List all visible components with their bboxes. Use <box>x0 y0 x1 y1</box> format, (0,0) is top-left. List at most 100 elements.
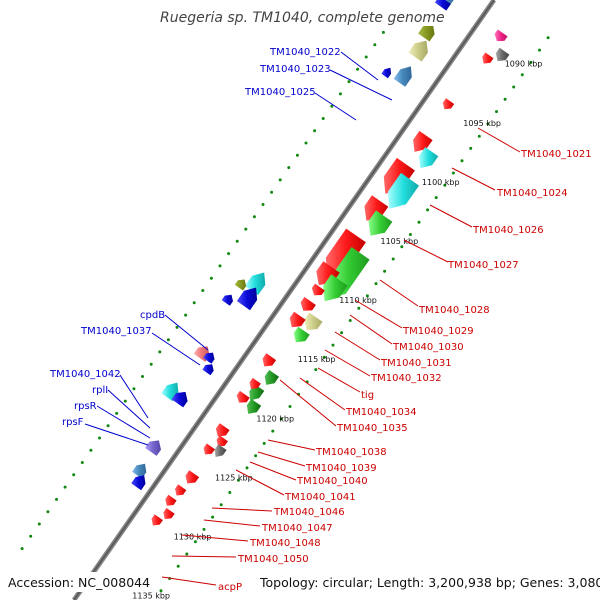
gene-arrow-green[interactable] <box>323 274 348 302</box>
gene-label-tm1040-1028[interactable]: TM1040_1028 <box>418 305 490 316</box>
gene-label-tm1040-1023[interactable]: TM1040_1023 <box>259 64 331 75</box>
ruler-dot <box>443 183 447 187</box>
gene-label-tm1040-1048[interactable]: TM1040_1048 <box>249 538 321 549</box>
leader-line <box>84 423 149 446</box>
leader-line <box>379 279 419 307</box>
ruler-dot <box>201 289 205 292</box>
ruler-dot <box>529 60 533 64</box>
gene-label-tm1040-1035[interactable]: TM1040_1035 <box>336 423 408 434</box>
gene-arrow-red[interactable] <box>165 494 177 506</box>
leader-line <box>96 405 151 439</box>
ruler-dot <box>546 36 550 40</box>
leader-line <box>314 92 357 121</box>
ruler-dot <box>235 239 239 243</box>
gene-label-tm1040-1022[interactable]: TM1040_1022 <box>269 47 341 58</box>
gene-label-tm1040-1050[interactable]: TM1040_1050 <box>237 554 309 565</box>
gene-label-tm1040-1047[interactable]: TM1040_1047 <box>261 523 333 534</box>
gene-arrow-red[interactable] <box>300 297 316 311</box>
gene-arrow-violet[interactable] <box>145 440 161 456</box>
gene-arrow-olive[interactable] <box>234 279 247 291</box>
gene-arrow-darkgreen[interactable] <box>246 399 262 414</box>
gene-label-tm1040-1030[interactable]: TM1040_1030 <box>392 342 464 353</box>
ruler-dot <box>123 399 127 403</box>
gene-arrow-red[interactable] <box>185 470 200 484</box>
gene-label-tm1040-1031[interactable]: TM1040_1031 <box>380 358 452 369</box>
gene-arrow-cyan[interactable] <box>387 172 419 209</box>
gene-label-cpdb[interactable]: cpdB <box>140 310 165 321</box>
leader-line <box>164 314 209 351</box>
gene-label-tm1040-1040[interactable]: TM1040_1040 <box>296 476 368 487</box>
gene-label-acpp[interactable]: acpP <box>218 582 242 593</box>
gene-arrow-red[interactable] <box>249 377 261 389</box>
ruler-dot <box>373 43 377 47</box>
gene-label-rpsf[interactable]: rpsF <box>62 417 84 428</box>
gene-arrow-gray[interactable] <box>214 444 227 457</box>
gene-label-tm1040-1029[interactable]: TM1040_1029 <box>402 326 474 337</box>
gene-label-tm1040-1038[interactable]: TM1040_1038 <box>315 447 387 458</box>
ruler-dot <box>314 368 318 372</box>
gene-arrow-darkgreen[interactable] <box>264 370 279 385</box>
gene-label-tm1040-1046[interactable]: TM1040_1046 <box>273 507 345 518</box>
gene-arrow-tan[interactable] <box>408 40 428 62</box>
ruler-dot <box>381 30 385 34</box>
gene-arrow-steel[interactable] <box>393 66 412 87</box>
leader-line <box>349 314 393 345</box>
ruler-dot <box>383 269 387 273</box>
gene-arrow-steel[interactable] <box>439 0 455 4</box>
gene-arrow-tan[interactable] <box>304 312 323 331</box>
gene-arrow-blue[interactable] <box>171 391 188 408</box>
gene-arrow-blue[interactable] <box>236 287 258 311</box>
gene-arrow-red[interactable] <box>482 52 494 64</box>
gene-arrow-red[interactable] <box>311 283 325 296</box>
gene-label-tm1040-1026[interactable]: TM1040_1026 <box>472 225 544 236</box>
ruler-dot <box>158 350 162 354</box>
gene-label-tm1040-1041[interactable]: TM1040_1041 <box>284 492 356 503</box>
gene-arrow-blue[interactable] <box>381 67 392 79</box>
gene-arrow-red[interactable] <box>289 311 306 328</box>
gene-arrow-red[interactable] <box>215 423 230 437</box>
gene-label-tm1040-1021[interactable]: TM1040_1021 <box>520 149 592 160</box>
ruler-dot <box>347 80 351 84</box>
gene-label-tm1040-1024[interactable]: TM1040_1024 <box>496 188 568 199</box>
gene-label-tm1040-1034[interactable]: TM1040_1034 <box>345 407 417 418</box>
gene-arrow-magenta[interactable] <box>494 29 508 42</box>
gene-arrow-red[interactable] <box>236 390 250 403</box>
gene-arrow-gray[interactable] <box>495 47 510 62</box>
gene-arrow-olive[interactable] <box>418 24 435 42</box>
gene-label-tm1040-1032[interactable]: TM1040_1032 <box>370 373 442 384</box>
gene-arrow-red[interactable] <box>203 443 215 455</box>
gene-label-tm1040-1025[interactable]: TM1040_1025 <box>244 87 316 98</box>
gene-arrow-red[interactable] <box>151 514 163 526</box>
gene-label-tm1040-1039[interactable]: TM1040_1039 <box>305 463 377 474</box>
gene-arrow-blue[interactable] <box>434 0 451 11</box>
gene-label-tm1040-1027[interactable]: TM1040_1027 <box>447 260 519 271</box>
gene-arrow-blue[interactable] <box>221 294 233 306</box>
gene-arrow-red[interactable] <box>413 130 433 152</box>
ruler-dot <box>270 190 274 194</box>
gene-label-tig[interactable]: tig <box>361 390 374 401</box>
gene-arrow-blue[interactable] <box>131 475 146 491</box>
gene-arrow-blue[interactable] <box>203 352 215 364</box>
ruler-tick-label: 1100 kbp <box>422 178 460 187</box>
gene-arrow-cyan[interactable] <box>418 147 439 169</box>
gene-arrow-steel[interactable] <box>132 463 147 479</box>
gene-arrow-red[interactable] <box>364 195 389 221</box>
gene-arrow-red[interactable] <box>163 508 175 520</box>
ruler-dot <box>417 220 421 224</box>
gene-arrow-blue[interactable] <box>202 364 214 376</box>
gene-label-rpsr[interactable]: rpsR <box>74 401 97 412</box>
gene-arrow-red[interactable] <box>216 435 228 447</box>
ruler-dot <box>512 85 516 89</box>
gene-arrow-green[interactable] <box>293 326 310 343</box>
ruler-dot <box>331 343 335 347</box>
gene-arrow-red[interactable] <box>442 98 455 110</box>
ruler-dot <box>365 294 369 298</box>
gene-arrow-red[interactable] <box>262 353 277 367</box>
gene-label-tm1040-1042[interactable]: TM1040_1042 <box>49 369 121 380</box>
gene-arrow-red[interactable] <box>175 484 187 496</box>
gene-arrow-red[interactable] <box>325 228 366 277</box>
gene-label-rpli[interactable]: rplI <box>92 385 108 396</box>
gene-label-tm1040-1037[interactable]: TM1040_1037 <box>80 326 152 337</box>
gene-arrow-green[interactable] <box>368 210 393 236</box>
leader-line <box>403 239 449 263</box>
